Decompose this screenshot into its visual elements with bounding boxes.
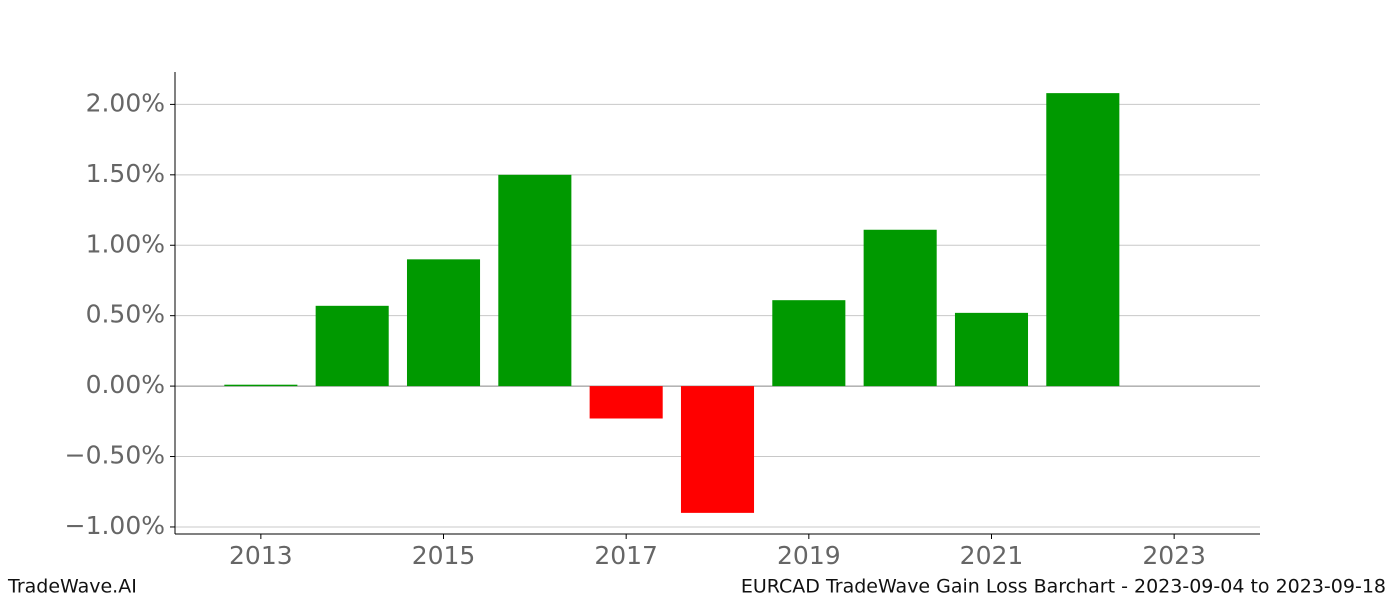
x-tick-label: 2021 [960,541,1024,570]
x-tick-label: 2023 [1142,541,1206,570]
y-tick-label: −1.00% [65,511,165,540]
bar [954,312,1029,387]
bar [863,229,937,387]
bar [224,384,298,387]
footer-left: TradeWave.AI [7,576,137,598]
x-tick-label: 2013 [229,541,293,570]
footer-right: EURCAD TradeWave Gain Loss Barchart - 20… [741,576,1386,598]
y-tick-label: 0.00% [86,370,165,399]
bar [1046,93,1120,387]
bar [315,305,389,387]
bar [772,300,846,387]
x-tick-label: 2017 [594,541,658,570]
bar [680,386,755,513]
y-tick-label: 0.50% [86,300,165,329]
y-tick-label: 1.00% [86,229,165,258]
x-tick-label: 2019 [777,541,841,570]
bar [406,259,481,387]
y-tick-label: −0.50% [65,441,165,470]
bar [589,386,663,419]
bar [498,174,572,387]
y-tick-label: 2.00% [86,88,165,117]
x-tick-label: 2015 [412,541,476,570]
y-tick-label: 1.50% [86,159,165,188]
